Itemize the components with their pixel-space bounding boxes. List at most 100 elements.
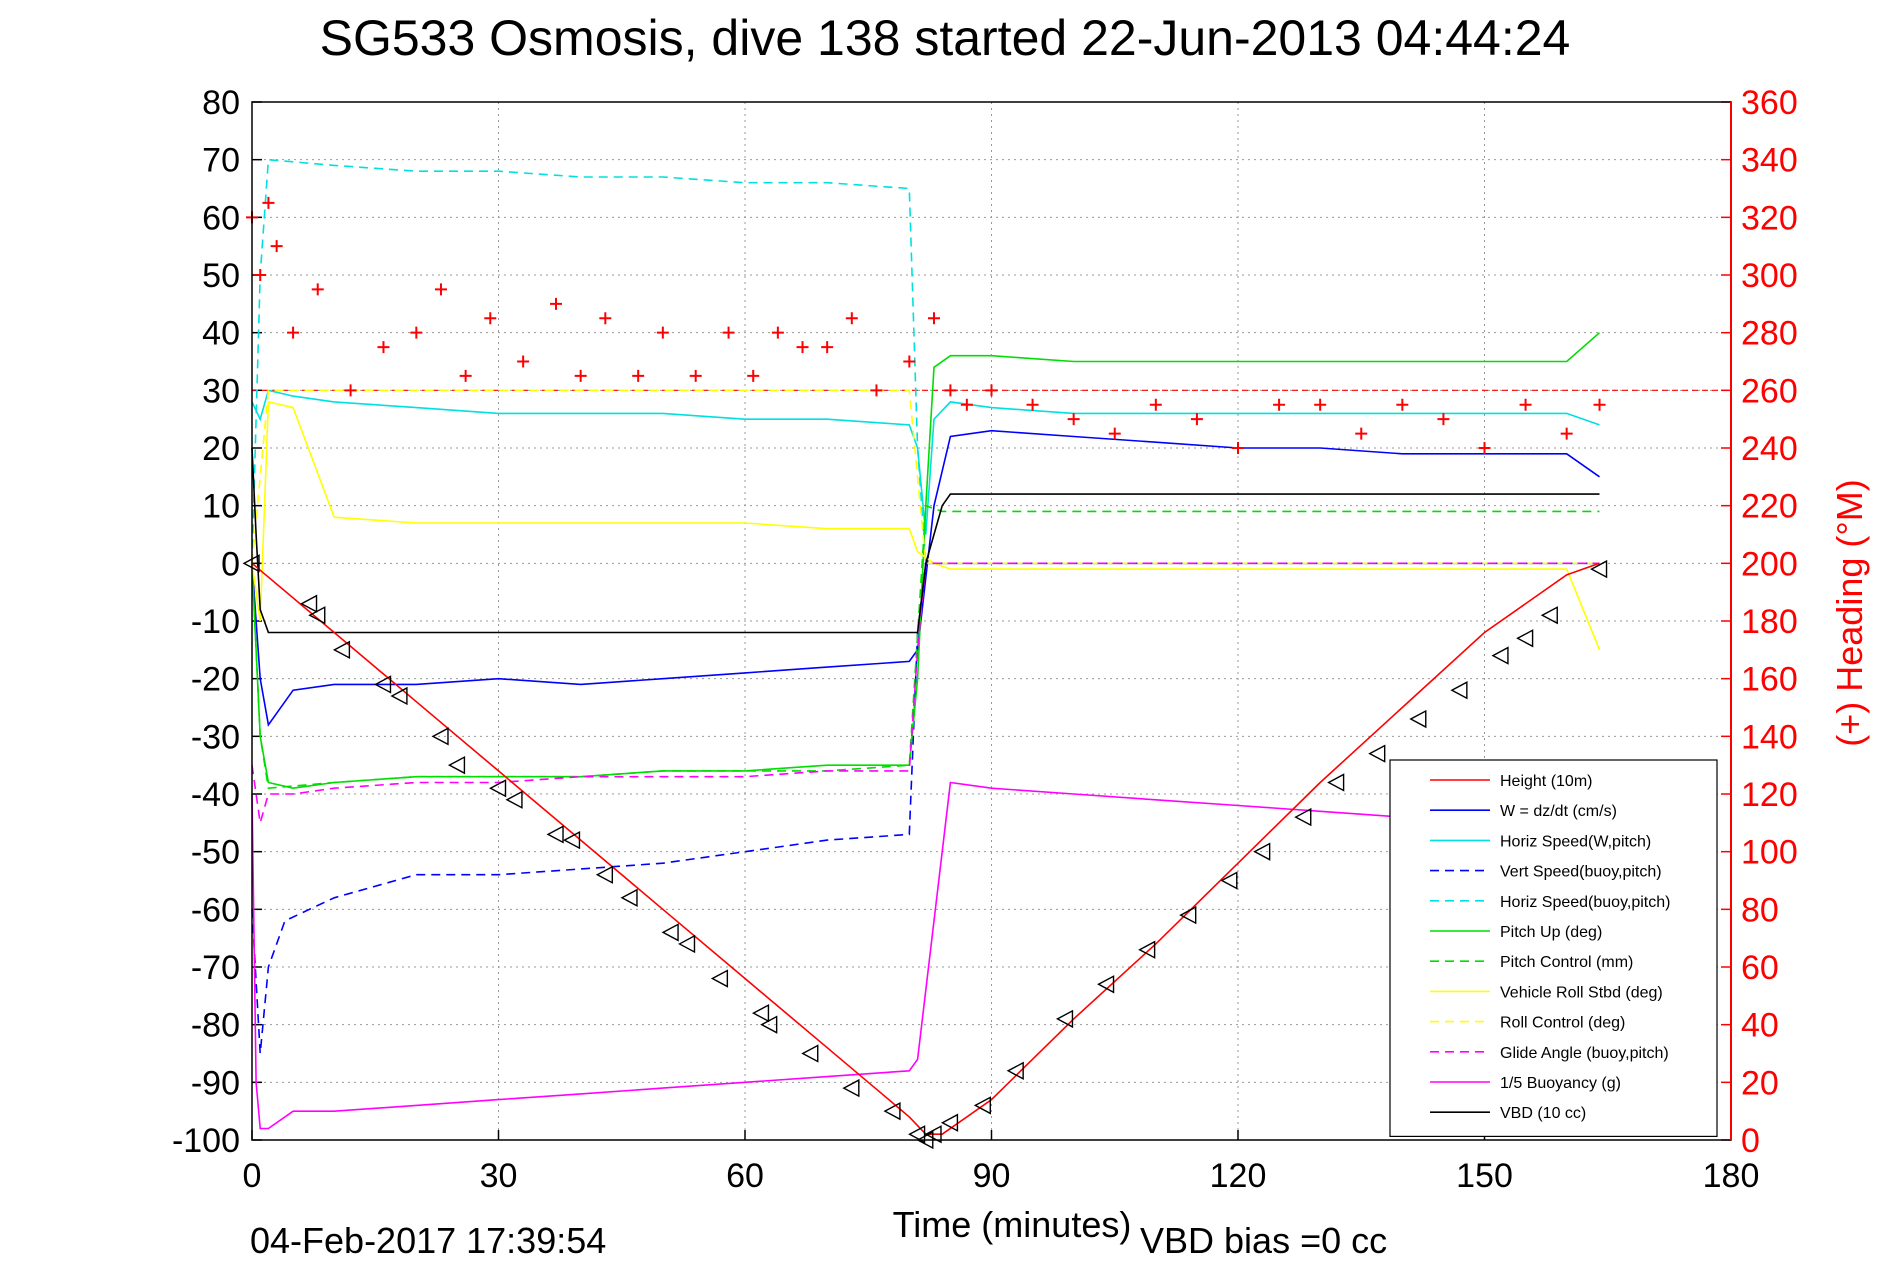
- grid: [251, 101, 1732, 1141]
- y-tick-label: -40: [191, 776, 240, 814]
- legend-label: Glide Angle (buoy,pitch): [1500, 1045, 1669, 1062]
- y-right-tick-label: 40: [1741, 1007, 1779, 1045]
- height-marker: [1138, 940, 1156, 959]
- series-line-pitch-control-mm: [251, 504, 1600, 790]
- y-tick-label: 20: [202, 430, 240, 468]
- heading-point: [1593, 398, 1606, 411]
- height-marker: [760, 1015, 778, 1034]
- chart-title: SG533 Osmosis, dive 138 started 22-Jun-2…: [320, 10, 1571, 66]
- y-tick-label: 80: [202, 84, 240, 122]
- heading-point: [434, 283, 447, 296]
- series-line-glide-angle-buoy-pitch: [251, 562, 1600, 824]
- heading-point: [410, 326, 423, 339]
- height-marker: [1540, 606, 1558, 625]
- heading-point: [632, 369, 645, 382]
- height-marker: [562, 830, 581, 850]
- y-tick-label: -70: [191, 949, 240, 987]
- heading-point: [1519, 398, 1532, 411]
- height-marker: [751, 1003, 770, 1023]
- y-right-tick-label: 300: [1741, 257, 1798, 295]
- height-marker: [1516, 629, 1534, 648]
- y-tick-label: 30: [202, 372, 240, 410]
- y-tick-label: 10: [202, 488, 240, 526]
- legend-label: Height (10m): [1500, 773, 1592, 790]
- series-line-vert-speed-buoy-pitch: [251, 562, 1600, 1054]
- x-tick-label: 120: [1210, 1157, 1267, 1195]
- height-marker: [661, 923, 679, 942]
- series-line-w-dz-dt-cm-s: [251, 429, 1600, 727]
- height-marker: [1006, 1061, 1024, 1080]
- height-marker: [300, 594, 318, 613]
- footer-vbd-bias: VBD bias =0 cc: [1140, 1220, 1387, 1261]
- heading-point: [599, 312, 612, 325]
- heading-point: [870, 384, 883, 397]
- heading-point: [796, 341, 809, 354]
- y-tick-label: -10: [191, 603, 240, 641]
- x-tick-label: 30: [480, 1157, 518, 1195]
- y-right-tick-labels: 3603403203002802602402202001801601401201…: [1741, 84, 1798, 1160]
- heading-point: [484, 312, 497, 325]
- height-marker: [1055, 1009, 1074, 1029]
- height-marker: [1294, 807, 1312, 827]
- heading-point: [459, 369, 472, 382]
- y-tick-label: 70: [202, 142, 240, 180]
- y-right-tick-label: 140: [1741, 718, 1798, 756]
- heading-point: [960, 398, 973, 411]
- y-right-tick-label: 60: [1741, 949, 1779, 987]
- y-tick-label: -30: [191, 718, 240, 756]
- y-tick-label: 60: [202, 199, 240, 237]
- height-marker: [940, 1113, 959, 1132]
- height-marker: [1253, 842, 1271, 861]
- height-marker: [1590, 559, 1608, 579]
- x-tick-labels: 0 30 60 90 120 150 180: [243, 1157, 1760, 1195]
- x-tick-label: 180: [1703, 1157, 1760, 1195]
- heading-point: [311, 283, 324, 296]
- y-tick-label: -60: [191, 891, 240, 929]
- legend-label: Horiz Speed(buoy,pitch): [1500, 894, 1670, 911]
- heading-point: [1149, 398, 1162, 411]
- heading-point: [287, 326, 300, 339]
- series-line-1-5-buoyancy-g: [251, 781, 1600, 1130]
- height-marker: [1220, 871, 1238, 890]
- legend-label: VBD (10 cc): [1500, 1105, 1586, 1122]
- height-marker: [677, 934, 696, 954]
- height-marker: [842, 1078, 860, 1098]
- heading-point: [550, 297, 563, 310]
- heading-point: [927, 312, 940, 325]
- x-tick-label: 90: [973, 1157, 1011, 1195]
- heading-point: [1396, 398, 1409, 411]
- height-marker: [883, 1102, 901, 1121]
- legend-label: Pitch Control (mm): [1500, 954, 1633, 971]
- height-marker: [373, 675, 392, 694]
- heading-point: [1355, 427, 1368, 440]
- y-tick-label: 40: [202, 315, 240, 353]
- y-right-tick-label: 100: [1741, 834, 1798, 872]
- heading-point: [1232, 442, 1244, 454]
- heading-point: [517, 355, 530, 368]
- height-marker: [546, 825, 564, 844]
- heading-point: [1478, 442, 1491, 454]
- legend-label: 1/5 Buoyancy (g): [1500, 1075, 1621, 1092]
- height-marker: [431, 727, 449, 746]
- heading-point: [944, 384, 957, 397]
- legend-label: Vert Speed(buoy,pitch): [1500, 864, 1662, 881]
- series-line-vbd-10-cc: [251, 447, 1600, 634]
- series-line-height-10m: [251, 562, 1600, 1135]
- y-right-tick-label: 280: [1741, 315, 1798, 353]
- series-line-horiz-speed-buoy-pitch: [251, 158, 1600, 565]
- height-marker: [801, 1044, 819, 1063]
- height-marker: [1491, 646, 1509, 665]
- heading-point: [722, 326, 735, 339]
- height-marker: [1409, 709, 1427, 729]
- series-line-vehicle-roll-stbd-deg: [251, 400, 1601, 651]
- heading-point: [344, 384, 357, 397]
- height-marker: [1179, 905, 1197, 925]
- heading-point: [262, 196, 275, 209]
- y-right-tick-label: 160: [1741, 661, 1798, 699]
- heading-point: [845, 312, 858, 325]
- heading-point: [1437, 413, 1450, 426]
- series-layer: [251, 158, 1601, 1135]
- legend-label: Pitch Up (deg): [1500, 924, 1602, 941]
- legend-label: Roll Control (deg): [1500, 1015, 1625, 1032]
